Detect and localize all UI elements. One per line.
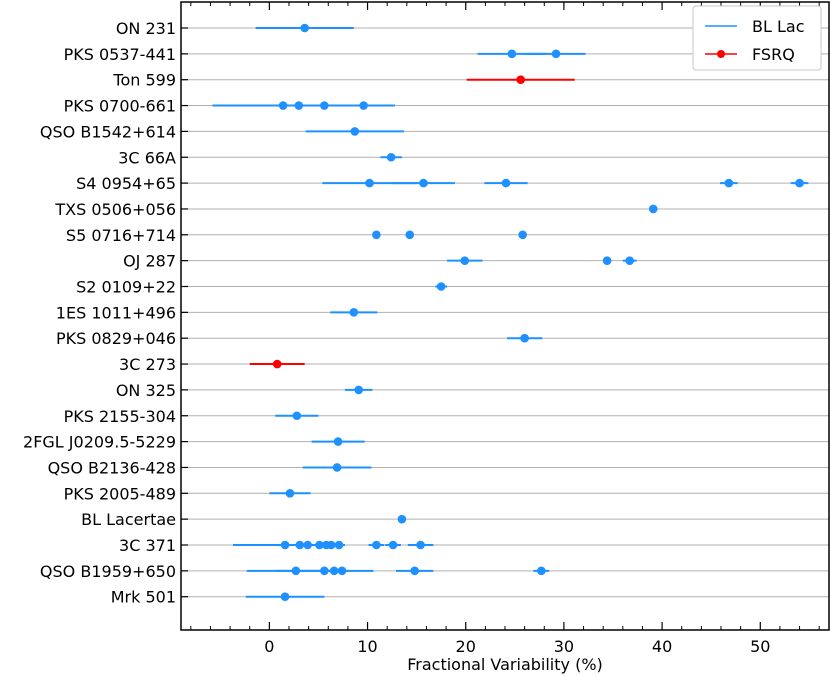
y-tick-label-pks-0537-441: PKS 0537-441 bbox=[64, 45, 176, 64]
point-bl-lacertae-0 bbox=[397, 514, 407, 524]
y-tick-label-3c-371: 3C 371 bbox=[119, 536, 176, 555]
y-tick-label-3c-66a: 3C 66A bbox=[118, 148, 176, 167]
point-s4-0954-65-2 bbox=[501, 178, 511, 188]
point-oj-287-1 bbox=[602, 256, 612, 265]
y-tick-label-pks-0829-046: PKS 0829+046 bbox=[56, 329, 176, 348]
legend: BL Lac FSRQ bbox=[692, 5, 822, 71]
point-on-325-0 bbox=[354, 385, 364, 395]
y-tick-label-s4-0954-65: S4 0954+65 bbox=[76, 174, 176, 193]
legend-bllac-label: BL Lac bbox=[752, 17, 805, 36]
point-3c-371-5 bbox=[326, 540, 336, 550]
point-s5-0716-714-0 bbox=[372, 230, 381, 240]
y-tick-label-on-231: ON 231 bbox=[116, 19, 176, 38]
y-tick-label-txs-0506-056: TXS 0506+056 bbox=[54, 200, 176, 219]
plot-frame bbox=[180, 1, 830, 631]
point-pks-0700-661-3 bbox=[359, 101, 368, 110]
point-qso-b2136-428-0 bbox=[332, 463, 342, 472]
y-tick-label-1es-1011-496: 1ES 1011+496 bbox=[56, 303, 176, 322]
point-pks-0700-661-1 bbox=[294, 101, 304, 110]
point-s5-0716-714-2 bbox=[518, 230, 527, 240]
x-tick-label-10: 10 bbox=[357, 637, 377, 656]
grid-lines bbox=[181, 27, 829, 598]
point-txs-0506-056-0 bbox=[648, 204, 658, 214]
point-3c-371-7 bbox=[372, 540, 381, 550]
y-tick-label-oj-287: OJ 287 bbox=[123, 252, 176, 271]
x-axis-label: Fractional Variability (%) bbox=[407, 655, 603, 674]
y-tick-label-pks-2155-304: PKS 2155-304 bbox=[64, 407, 176, 426]
point-s5-0716-714-1 bbox=[405, 230, 415, 240]
y-tick-label-qso-b2136-428: QSO B2136-428 bbox=[48, 458, 176, 477]
point-1es-1011-496-0 bbox=[349, 308, 359, 317]
point-3c-371-8 bbox=[388, 540, 398, 550]
point-ton-599-0 bbox=[516, 75, 526, 84]
point-pks-0700-661-0 bbox=[278, 101, 288, 110]
point-qso-b1959-650-2 bbox=[329, 566, 339, 576]
y-tick-label-on-325: ON 325 bbox=[116, 381, 176, 400]
point-qso-b1959-650-1 bbox=[320, 566, 329, 576]
point-on-231-0 bbox=[300, 23, 310, 33]
y-tick-label-bl-lacertae: BL Lacertae bbox=[81, 510, 176, 529]
point-3c-371-1 bbox=[295, 540, 305, 550]
point-3c-371-2 bbox=[303, 540, 312, 550]
y-tick-label-qso-b1959-650: QSO B1959+650 bbox=[40, 562, 176, 581]
point-3c-371-3 bbox=[315, 540, 324, 550]
axes: ON 231 PKS 0537-441 Ton 599 PKS 0700-661 QSO… bbox=[23, 1, 830, 656]
point-oj-287-0 bbox=[460, 256, 470, 265]
x-tick-label-0: 0 bbox=[264, 637, 274, 656]
x-tick-label-30: 30 bbox=[554, 637, 574, 656]
y-tick-label-mrk-501: Mrk 501 bbox=[111, 588, 176, 607]
y-tick-label-pks-2005-489: PKS 2005-489 bbox=[64, 484, 176, 503]
point-pks-0537-441-1 bbox=[551, 49, 561, 59]
point-s4-0954-65-0 bbox=[365, 178, 374, 188]
point-pks-2005-489-0 bbox=[285, 489, 295, 498]
y-tick-label-ton-599: Ton 599 bbox=[112, 71, 176, 90]
point-qso-b1959-650-0 bbox=[291, 566, 301, 576]
point-qso-b1959-650-4 bbox=[410, 566, 419, 576]
point-3c-66a-0 bbox=[386, 152, 396, 162]
point-pks-0700-661-2 bbox=[320, 101, 329, 110]
point-3c-371-0 bbox=[280, 540, 290, 550]
point-2fgl-j0209-5-5229-0 bbox=[333, 437, 343, 446]
point-oj-287-2 bbox=[625, 256, 634, 265]
y-tick-label-pks-0700-661: PKS 0700-661 bbox=[64, 97, 176, 116]
point-s4-0954-65-3 bbox=[724, 178, 734, 188]
data-points bbox=[212, 23, 809, 601]
x-tick-label-20: 20 bbox=[456, 637, 476, 656]
legend-fsrq-label: FSRQ bbox=[752, 45, 795, 64]
legend-fsrq-marker bbox=[717, 50, 725, 58]
point-3c-371-9 bbox=[416, 540, 425, 550]
point-3c-273-0 bbox=[272, 359, 282, 369]
point-qso-b1959-650-5 bbox=[537, 566, 546, 576]
x-tick-label-40: 40 bbox=[652, 637, 672, 656]
point-s4-0954-65-1 bbox=[419, 178, 428, 188]
point-pks-0829-046-0 bbox=[520, 333, 529, 343]
y-tick-label-3c-273: 3C 273 bbox=[119, 355, 176, 374]
point-qso-b1959-650-3 bbox=[337, 566, 347, 576]
point-s2-0109-22-0 bbox=[436, 282, 446, 291]
y-tick-label-qso-b1542-614: QSO B1542+614 bbox=[40, 122, 176, 141]
point-pks-0537-441-0 bbox=[507, 49, 517, 59]
y-tick-label-2fgl-j0209-5-5229: 2FGL J0209.5-5229 bbox=[23, 433, 176, 452]
point-pks-2155-304-0 bbox=[292, 411, 302, 421]
point-mrk-501-0 bbox=[280, 592, 290, 601]
x-tick-label-50: 50 bbox=[750, 637, 770, 656]
point-qso-b1542-614-0 bbox=[350, 127, 360, 136]
y-tick-label-s2-0109-22: S2 0109+22 bbox=[76, 278, 176, 297]
point-s4-0954-65-4 bbox=[795, 178, 804, 188]
y-tick-label-s5-0716-714: S5 0716+714 bbox=[66, 226, 176, 245]
point-3c-371-6 bbox=[334, 540, 344, 550]
